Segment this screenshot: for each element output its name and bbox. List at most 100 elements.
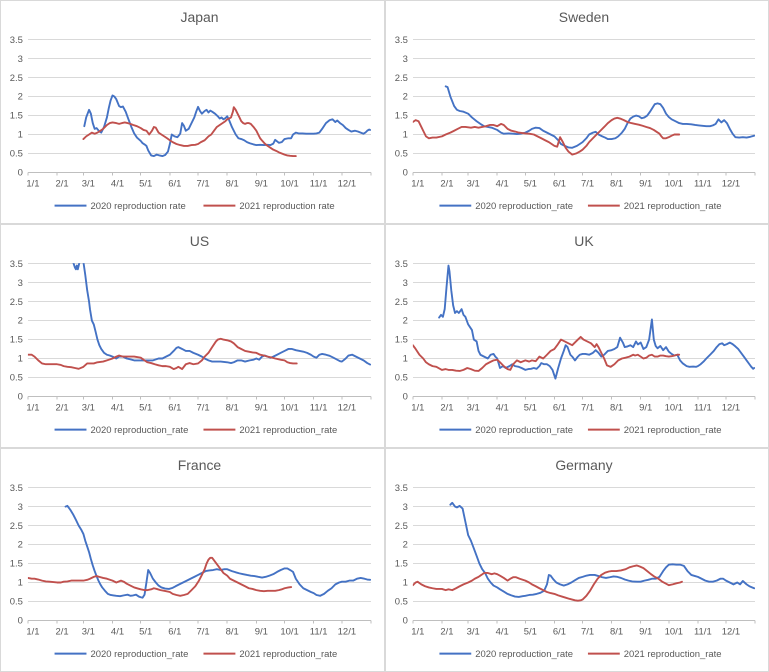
x-axis-tick-label: 11/1 <box>694 402 712 413</box>
legend-label-2020: 2020 reproduction_rate <box>475 425 573 436</box>
y-axis-tick-label: 3.5 <box>395 483 408 494</box>
y-axis-tick-label: 2 <box>18 540 23 551</box>
x-axis-tick-label: 8/1 <box>610 402 623 413</box>
legend-label-2020: 2020 reproduction_rate <box>475 201 573 212</box>
x-axis-tick-label: 9/1 <box>255 402 268 413</box>
chart-panel-uk[interactable]: 3.5 3 2.5 2 1.5 1 0.5 0 1/1 2/1 3/1 4/1 5/1 6/1 7/1 8/1… <box>385 224 769 448</box>
y-axis-tick-label: 2.5 <box>10 521 23 532</box>
x-axis-tick-label: 6/1 <box>168 178 181 189</box>
x-axis-tick-label: 7/1 <box>196 178 209 189</box>
y-axis-tick-label: 2.5 <box>10 297 23 308</box>
x-axis-tick-label: 4/1 <box>496 402 509 413</box>
x-axis-tick-label: 1/1 <box>26 626 39 637</box>
series-line-2020 <box>438 264 756 380</box>
x-axis-tick-label: 6/1 <box>553 626 566 637</box>
x-axis-tick-label: 1/1 <box>26 402 39 413</box>
y-axis-tick-label: 1.5 <box>10 335 23 346</box>
y-axis-tick-label: 1 <box>403 130 408 141</box>
y-axis-tick-label: 2.5 <box>395 521 408 532</box>
chart-title: US <box>190 233 209 249</box>
x-axis-tick-label: 10/1 <box>665 402 683 413</box>
y-axis-tick-label: 0 <box>403 616 408 627</box>
series-line-2021 <box>412 335 681 372</box>
x-axis-tick-label: 12/1 <box>722 402 740 413</box>
y-axis-tick-label: 0.5 <box>10 597 23 608</box>
series-line-2020 <box>72 263 372 366</box>
y-axis-tick-label: 0.5 <box>395 597 408 608</box>
y-axis-tick-label: 3 <box>18 278 23 289</box>
legend-label-2020: 2020 reproduction rate <box>90 201 185 212</box>
chart-panel-us[interactable]: 3.5 3 2.5 2 1.5 1 0.5 0 1/1 2/1 3/1 4/1 5/1 6/1 7/1 8/1… <box>0 224 385 448</box>
y-axis-tick-label: 1.5 <box>395 111 408 122</box>
x-axis-tick-label: 3/1 <box>82 626 95 637</box>
y-axis-tick-label: 1 <box>403 578 408 589</box>
x-axis-tick-label: 3/1 <box>82 178 95 189</box>
series-line-2020 <box>444 85 756 149</box>
x-axis-tick-label: 3/1 <box>467 402 480 413</box>
y-axis-tick-label: 3.5 <box>395 259 408 270</box>
chart-panel-japan[interactable]: 3.5 3 2.5 2 1.5 1 0.5 0 1/1 2/1 3/1 4/1 5/1 6/1 7/1 8/1… <box>0 0 385 224</box>
chart-title: France <box>178 457 222 473</box>
y-axis-tick-label: 0.5 <box>395 373 408 384</box>
y-axis-tick-label: 2 <box>18 92 23 103</box>
chart-title: Sweden <box>559 9 609 25</box>
x-axis-tick-label: 4/1 <box>111 402 124 413</box>
y-axis-tick-label: 0 <box>18 168 23 179</box>
x-axis-tick-label: 3/1 <box>467 626 480 637</box>
series-line-2021 <box>27 556 293 597</box>
x-axis-tick-label: 12/1 <box>338 178 356 189</box>
y-axis-tick-label: 1 <box>18 578 23 589</box>
series-line-2021 <box>412 116 681 156</box>
x-axis-tick-label: 3/1 <box>467 178 480 189</box>
y-axis-tick-label: 1.5 <box>395 559 408 570</box>
x-axis-tick-label: 11/1 <box>310 178 328 189</box>
x-axis-tick-label: 4/1 <box>111 178 124 189</box>
y-axis-tick-label: 1 <box>18 130 23 141</box>
legend-label-2021: 2021 reproduction_rate <box>624 649 722 660</box>
series-line-2021 <box>27 337 298 371</box>
legend-label-2020: 2020 reproduction_rate <box>90 649 188 660</box>
x-axis-tick-label: 11/1 <box>694 626 712 637</box>
chart-panel-france[interactable]: 3.5 3 2.5 2 1.5 1 0.5 0 1/1 2/1 3/1 4/1 5/1 6/1 7/1 8/1… <box>0 448 385 672</box>
y-axis-tick-label: 2.5 <box>395 73 408 84</box>
y-axis-tick-label: 3.5 <box>10 35 23 46</box>
x-axis-tick-label: 10/1 <box>280 402 298 413</box>
x-axis-tick-label: 10/1 <box>665 626 683 637</box>
legend-label-2021: 2021 reproduction_rate <box>624 201 722 212</box>
x-axis-tick-label: 4/1 <box>111 626 124 637</box>
x-axis-tick-label: 6/1 <box>553 178 566 189</box>
legend-label-2020: 2020 reproduction_rate <box>90 425 188 436</box>
y-axis-tick-label: 2 <box>403 316 408 327</box>
x-axis-tick-label: 10/1 <box>280 626 298 637</box>
x-axis-tick-label: 3/1 <box>82 402 95 413</box>
x-axis-tick-label: 1/1 <box>411 626 424 637</box>
x-axis-tick-label: 5/1 <box>524 402 537 413</box>
x-axis-tick-label: 5/1 <box>524 178 537 189</box>
x-axis-tick-label: 7/1 <box>581 626 594 637</box>
x-axis-tick-label: 7/1 <box>581 178 594 189</box>
legend-label-2020: 2020 reproduction_rate <box>475 649 573 660</box>
chart-panel-germany[interactable]: 3.5 3 2.5 2 1.5 1 0.5 0 1/1 2/1 3/1 4/1 5/1 6/1 7/1 8/1… <box>385 448 769 672</box>
y-axis-tick-label: 0 <box>403 168 408 179</box>
y-axis-tick-label: 3 <box>403 54 408 65</box>
x-axis-tick-label: 9/1 <box>255 178 268 189</box>
y-axis-tick-label: 0 <box>403 392 408 403</box>
y-axis-tick-label: 2.5 <box>10 73 23 84</box>
y-axis-tick-label: 3 <box>18 502 23 513</box>
y-axis-tick-label: 1.5 <box>10 111 23 122</box>
y-axis-tick-label: 1.5 <box>10 559 23 570</box>
y-axis-tick-label: 3.5 <box>395 35 408 46</box>
x-axis-tick-label: 6/1 <box>168 402 181 413</box>
chart-title: UK <box>574 233 594 249</box>
x-axis-tick-label: 7/1 <box>581 402 594 413</box>
y-axis-tick-label: 1 <box>403 354 408 365</box>
y-axis-tick-label: 2 <box>18 316 23 327</box>
x-axis-tick-label: 9/1 <box>639 178 652 189</box>
x-axis-tick-label: 8/1 <box>610 178 623 189</box>
y-axis-tick-label: 2 <box>403 92 408 103</box>
x-axis-tick-label: 12/1 <box>338 402 356 413</box>
x-axis-tick-label: 5/1 <box>139 402 152 413</box>
x-axis-tick-label: 11/1 <box>310 402 328 413</box>
chart-panel-sweden[interactable]: 3.5 3 2.5 2 1.5 1 0.5 0 1/1 2/1 3/1 4/1 5/1 6/1 7/1 8/1… <box>385 0 769 224</box>
legend-label-2021: 2021 reproduction_rate <box>239 649 337 660</box>
